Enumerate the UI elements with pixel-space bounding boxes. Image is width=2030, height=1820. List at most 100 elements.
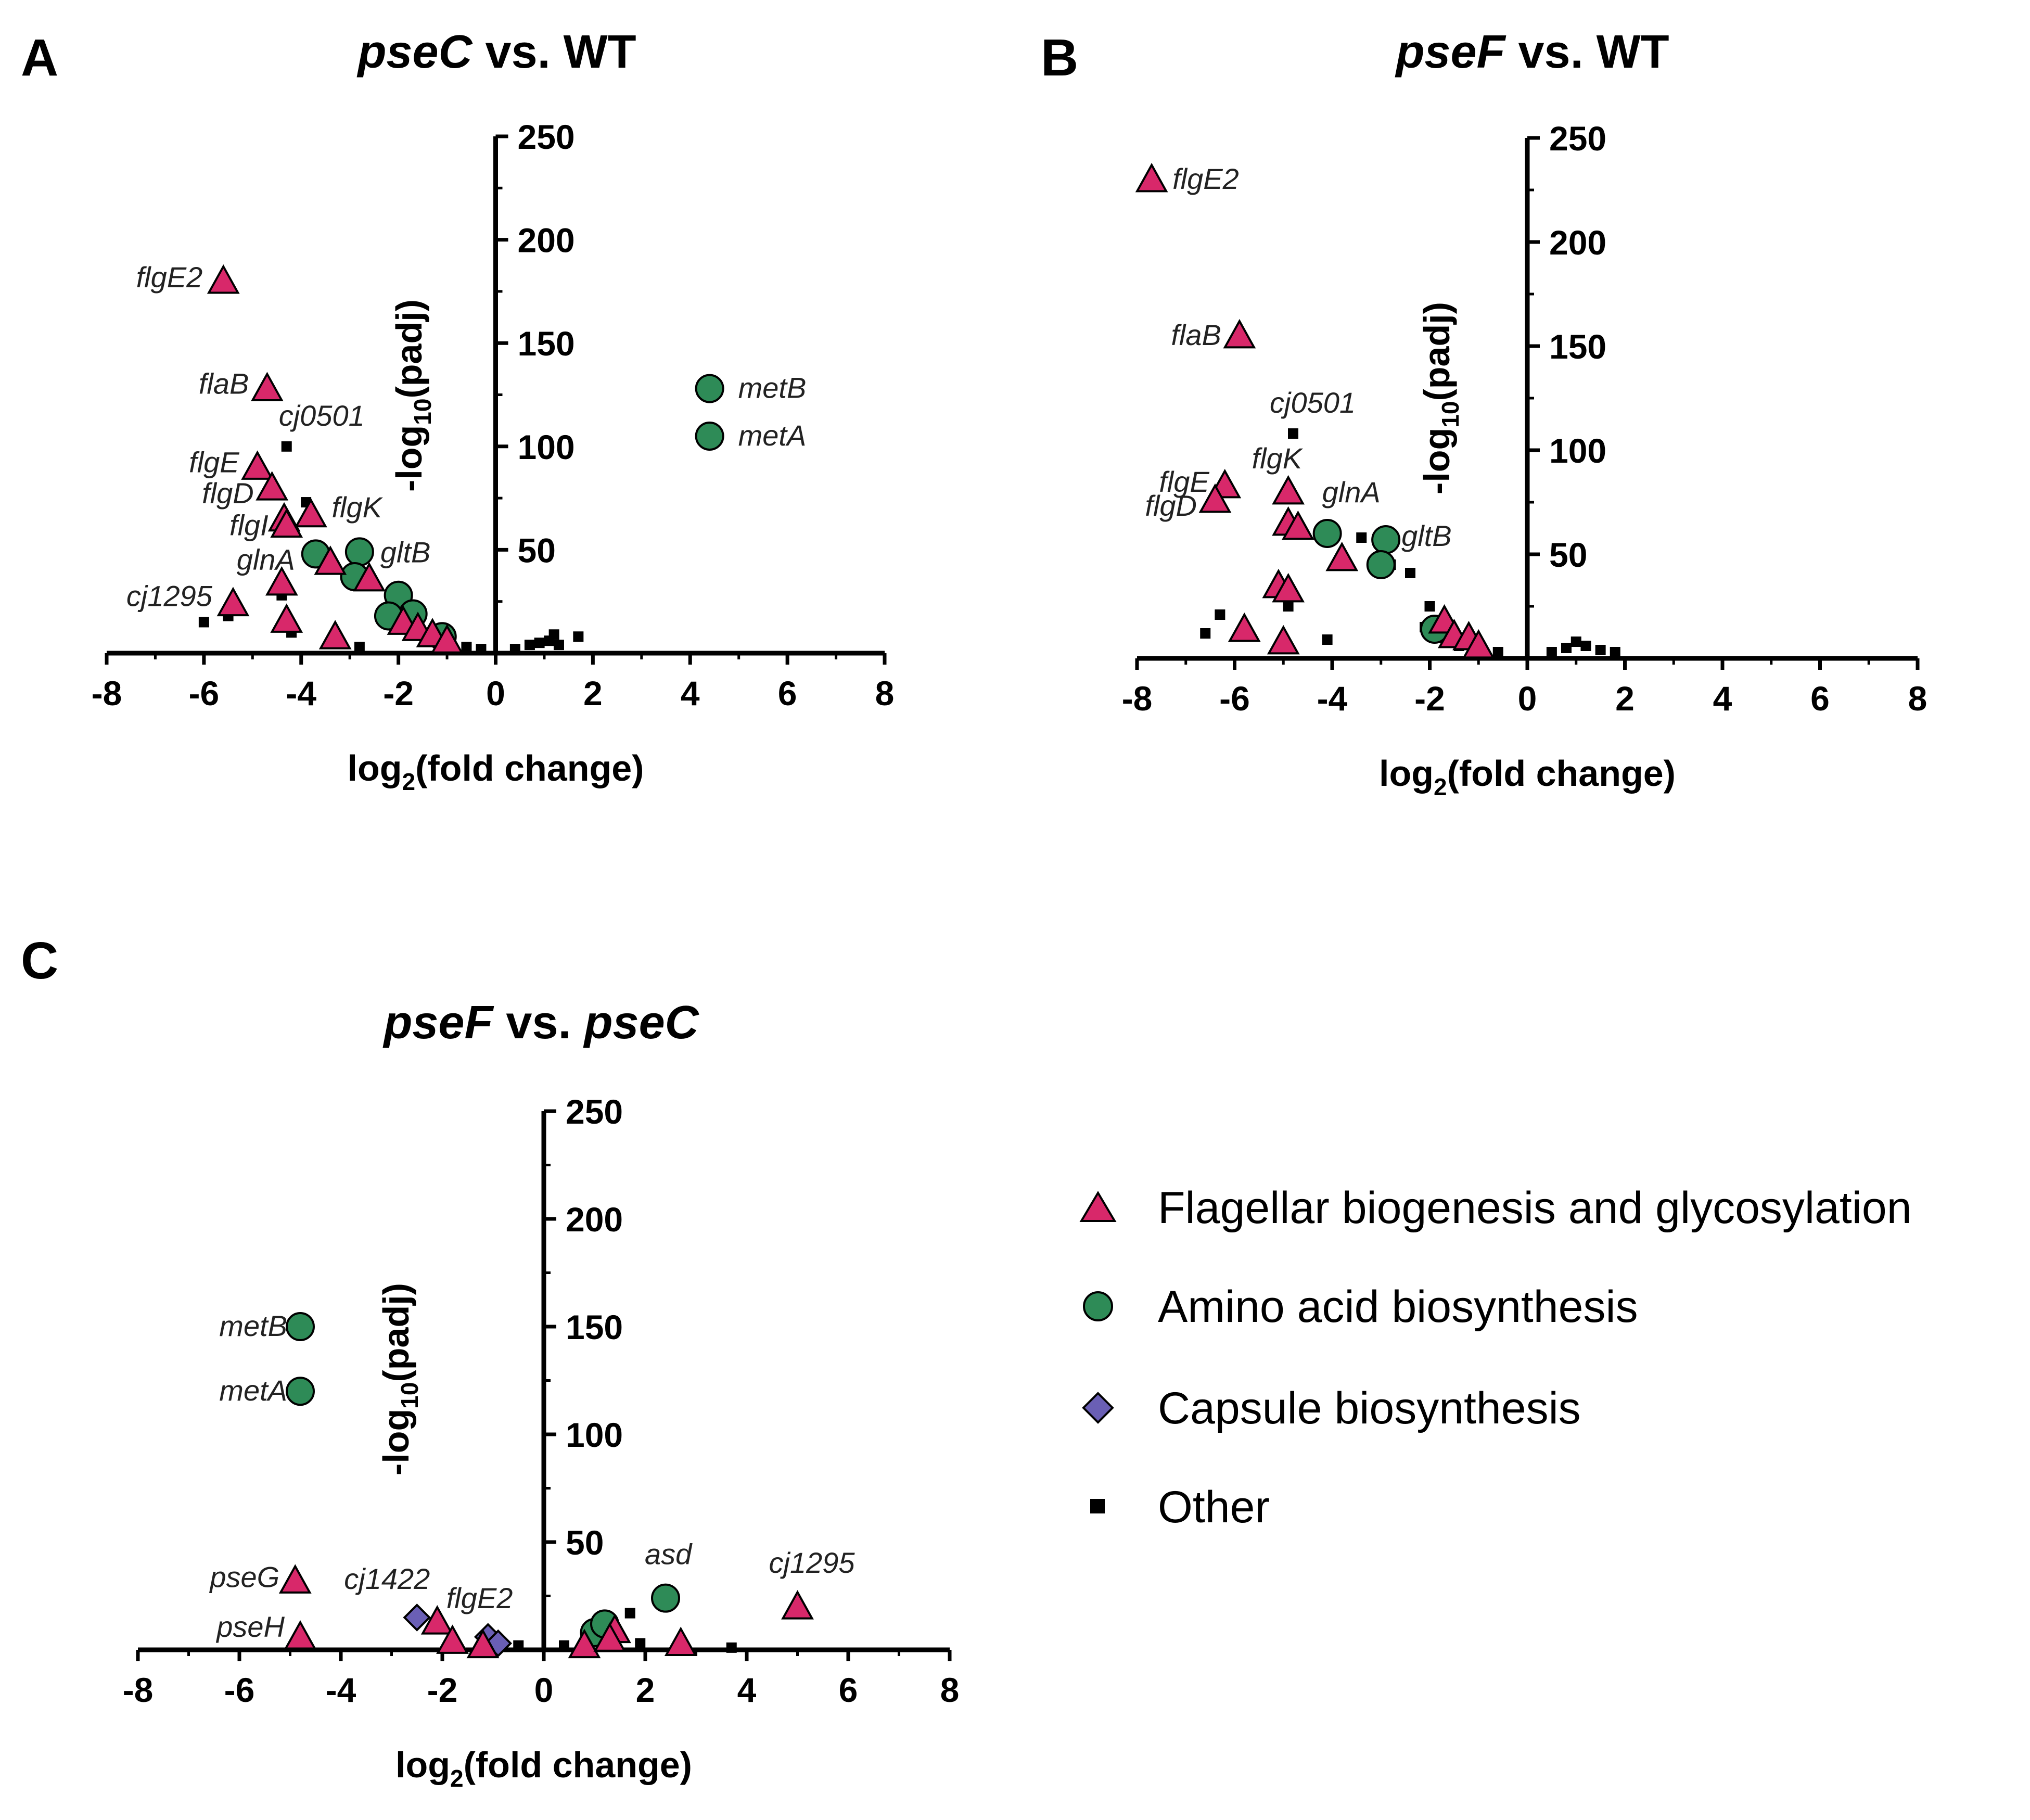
gene-label: gltB <box>380 536 431 568</box>
data-point-flagellar <box>250 372 284 401</box>
legend-triangle-marker <box>1079 1191 1117 1222</box>
data-point-flagellar <box>466 1628 500 1659</box>
y-axis-label-main: -log <box>1416 428 1457 494</box>
x-axis-label-main: log <box>348 748 402 788</box>
data-point-other <box>726 1642 737 1653</box>
data-point-amino-acid <box>695 374 724 403</box>
y-tick-label: 200 <box>566 1200 623 1239</box>
data-point-flagellar <box>1198 483 1232 513</box>
x-tick-label: 4 <box>681 674 700 712</box>
x-axis-label-tail: (fold change) <box>1447 753 1676 794</box>
gene-label: flaB <box>1171 319 1221 351</box>
chart-title: pseF vs. WT <box>1395 26 1669 78</box>
gene-label: flgK <box>331 491 383 524</box>
data-point-capsule <box>403 1603 431 1632</box>
data-point-amino-acid <box>286 1377 315 1406</box>
data-point-other <box>553 640 564 651</box>
data-point-other <box>513 1640 524 1651</box>
x-axis-label-sub: 2 <box>450 1765 464 1792</box>
gene-label: flgE2 <box>1172 162 1239 195</box>
data-point-other <box>1215 609 1225 620</box>
y-tick-label: 200 <box>518 221 575 260</box>
x-tick-label: 6 <box>839 1671 858 1709</box>
gene-label: flgD <box>202 477 254 510</box>
x-tick-label: 0 <box>486 674 505 712</box>
x-tick-label: -2 <box>1414 679 1445 718</box>
data-point-other <box>198 617 209 628</box>
data-point-flagellar <box>284 1620 317 1650</box>
chart-panel-c: pseF vs. pseC -8 -6 -4 -2 0 2 4 6 8 50 100 150 200 250… <box>123 997 960 1792</box>
x-tick-label: -2 <box>427 1671 458 1709</box>
gene-label: flgE <box>189 446 239 479</box>
y-axis-label-main: -log <box>389 425 429 492</box>
y-tick-label: 100 <box>1549 431 1606 470</box>
y-axis-label: -log10(padj) <box>389 299 436 492</box>
y-axis-label-sub: 10 <box>409 399 436 425</box>
data-point-flagellar <box>664 1626 697 1656</box>
y-tick-label: 200 <box>1549 223 1606 262</box>
data-point-other <box>1283 601 1294 612</box>
data-point-other <box>1288 428 1298 439</box>
data-point-flagellar <box>241 450 274 480</box>
x-axis-label-tail: (fold change) <box>464 1745 692 1785</box>
x-tick-label: -2 <box>383 674 414 712</box>
x-axis-label-main: log <box>395 1745 450 1785</box>
legend-square-marker <box>1090 1499 1105 1513</box>
gene-label: metB <box>738 372 807 404</box>
chart-title: pseF vs. pseC <box>382 997 699 1049</box>
data-point-flagellar <box>1281 510 1314 540</box>
gene-label: cj0501 <box>279 399 365 432</box>
gene-label: metB <box>219 1309 287 1342</box>
data-point-amino-acid <box>1366 550 1396 579</box>
data-point-other <box>524 640 535 651</box>
data-point-other <box>476 644 487 655</box>
data-point-amino-acid <box>344 537 374 567</box>
y-axis-label-tail: (padj) <box>389 299 429 399</box>
data-point-other <box>534 638 545 648</box>
chart-title-italic-2: pseC <box>583 997 700 1049</box>
legend: Flagellar biogenesis and glycosylation A… <box>1079 1183 1912 1532</box>
data-point-other <box>1580 641 1591 651</box>
x-axis-label-tail: (fold change) <box>415 748 644 788</box>
gene-label: pseG <box>209 1561 279 1594</box>
x-tick-label: -8 <box>123 1671 154 1709</box>
x-tick-label: 6 <box>778 674 797 712</box>
panel-letter-c: C <box>21 932 58 990</box>
gene-label: pseH <box>215 1610 285 1643</box>
data-point-flagellar <box>593 1622 627 1652</box>
y-tick-label: 50 <box>518 531 556 569</box>
legend-diamond-marker <box>1082 1392 1114 1424</box>
gene-label: flgE2 <box>136 261 203 294</box>
x-tick-label: -6 <box>224 1671 255 1709</box>
gene-label: metA <box>738 419 807 452</box>
data-point-flagellar <box>216 587 250 617</box>
data-point-flagellar <box>1272 572 1305 603</box>
x-tick-label: -6 <box>189 674 220 712</box>
y-tick-label: 250 <box>1549 119 1606 158</box>
x-axis-label: log2(fold change) <box>348 748 644 795</box>
data-point-other <box>1492 647 1503 657</box>
chart-panel-a: pseC vs. WT -8 -6 -4 -2 0 2 4 6 8 50 100 150 200 250 lo… <box>92 26 895 795</box>
data-point-other <box>1200 628 1211 639</box>
legend-label-capsule: Capsule biosynthesis <box>1158 1383 1581 1433</box>
chart-title-italic: pseC <box>356 26 473 78</box>
x-axis-label-sub: 2 <box>1434 773 1447 800</box>
panel-letter-a: A <box>21 29 58 87</box>
data-point-flagellar <box>207 264 240 294</box>
data-point-flagellar <box>1325 541 1359 571</box>
legend-circle-marker <box>1083 1291 1113 1321</box>
data-point-flagellar <box>295 498 327 528</box>
data-point-other <box>1561 643 1572 653</box>
legend-label-other: Other <box>1158 1482 1270 1532</box>
gene-label: gltB <box>1401 519 1452 552</box>
y-tick-label: 150 <box>518 324 575 363</box>
data-point-amino-acid <box>1371 525 1401 554</box>
x-tick-label: -8 <box>92 674 122 712</box>
y-axis-label-sub: 10 <box>396 1382 423 1409</box>
x-axis-label: log2(fold change) <box>1379 753 1676 800</box>
data-point-other <box>1546 647 1557 657</box>
x-tick-label: 8 <box>875 674 895 712</box>
data-point-amino-acid <box>695 421 724 451</box>
x-tick-label: -8 <box>1122 679 1153 718</box>
legend-item-amino-acid: Amino acid biosynthesis <box>1083 1282 1638 1332</box>
